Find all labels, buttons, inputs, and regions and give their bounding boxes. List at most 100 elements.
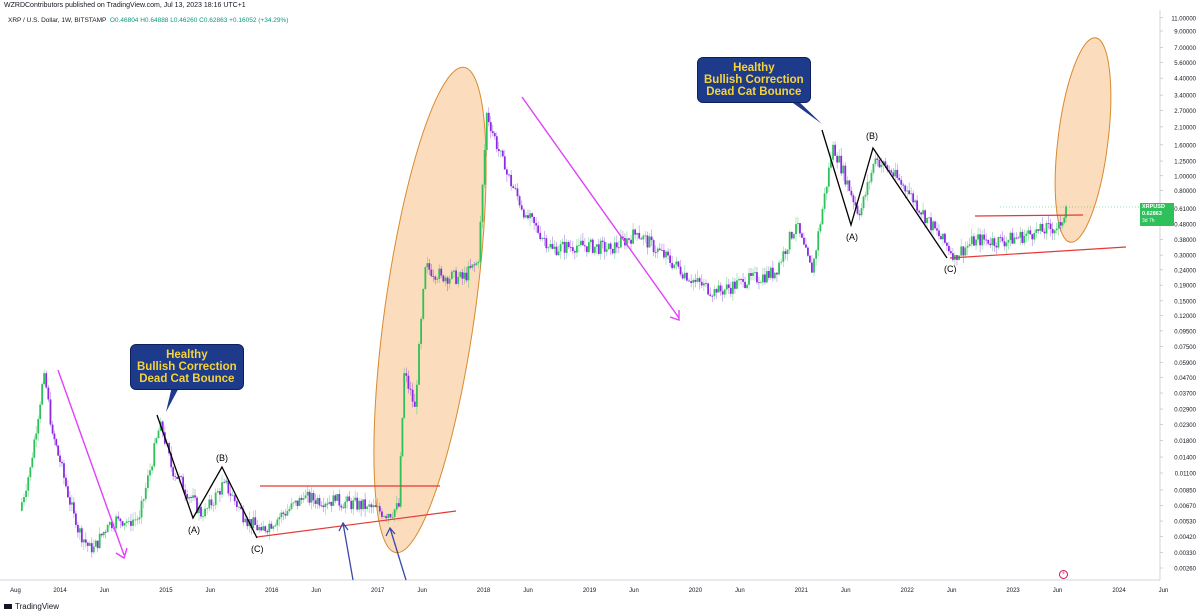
candle-body	[630, 239, 632, 244]
tradingview-logo[interactable]: TradingView	[4, 602, 59, 611]
candle-body	[908, 190, 911, 195]
candle-body	[1053, 230, 1056, 234]
candle-body	[736, 280, 738, 289]
candle-body	[632, 229, 634, 244]
candle-body	[533, 216, 536, 224]
candle-body	[960, 246, 963, 256]
candle-body	[975, 239, 977, 246]
candle-body	[936, 228, 938, 231]
candle-body	[485, 112, 488, 151]
candle-body	[23, 497, 25, 503]
candle-body	[65, 477, 67, 487]
candle-body	[176, 476, 179, 479]
candle-body	[300, 498, 303, 500]
candle-body	[326, 503, 329, 505]
candle-body	[61, 461, 63, 464]
candle-body	[278, 517, 281, 520]
candle-body	[985, 239, 988, 241]
price-tick-label: 0.80000	[1174, 189, 1196, 195]
candle-body	[246, 518, 249, 527]
brand-name: TradingView	[15, 602, 60, 611]
time-tick-label: Jun	[735, 588, 745, 594]
candle-body	[376, 506, 379, 507]
candle-body	[805, 244, 807, 248]
candle-body	[813, 258, 815, 273]
candle-body	[1043, 231, 1046, 234]
candle-body	[656, 248, 659, 253]
candle-body	[453, 270, 455, 272]
candle-body	[233, 495, 236, 502]
candle-body	[240, 506, 242, 510]
blue-arrow-2	[385, 526, 407, 581]
candle-body	[320, 505, 323, 507]
candle-body	[104, 531, 107, 533]
wave-label-b-2015: (B)	[216, 453, 228, 463]
candle-body	[644, 235, 647, 237]
candle-body	[385, 516, 388, 519]
candle-body	[997, 237, 1000, 248]
price-tag-countdown: 3d 7h	[1142, 218, 1155, 224]
candle-body	[208, 499, 211, 509]
candle-body	[324, 503, 327, 508]
candle-body	[330, 501, 333, 506]
candle-body	[387, 514, 390, 519]
candle-body	[1061, 222, 1064, 226]
candle-body	[535, 223, 538, 226]
event-marker-icon[interactable]: ⚡	[1059, 570, 1068, 579]
candle-body	[473, 264, 476, 266]
candle-body	[776, 272, 778, 275]
candle-body	[134, 519, 137, 521]
candle-body	[432, 276, 435, 277]
candle-body	[677, 261, 680, 267]
wave-label-a-2021: (A)	[846, 232, 858, 242]
candle-body	[801, 233, 803, 238]
candle-body	[819, 224, 822, 232]
candle-body	[914, 200, 917, 203]
candle-body	[80, 528, 83, 543]
time-tick-label: Jun	[523, 588, 533, 594]
candle-body	[924, 210, 926, 224]
candle-body	[100, 533, 103, 536]
candle-body	[734, 281, 736, 289]
candle-body	[541, 238, 544, 240]
candle-body	[90, 543, 93, 553]
candle-body	[979, 234, 982, 246]
candle-body	[471, 264, 474, 268]
price-tick-label: 0.00420	[1174, 535, 1196, 541]
candle-body	[428, 263, 431, 270]
time-axis[interactable]: Aug 2014 Jun 2015 Jun 2016 Jun 2017 Jun 2018 Jun 20…	[10, 588, 1168, 594]
candle-body	[930, 217, 932, 231]
candle-body	[1011, 232, 1014, 244]
candle-body	[123, 522, 126, 526]
candle-body	[276, 519, 279, 526]
time-tick-label: Jun	[417, 588, 427, 594]
price-tick-label: 0.12000	[1174, 314, 1196, 320]
candle-body	[59, 455, 61, 462]
candle-body	[219, 491, 221, 495]
candle-body	[262, 526, 265, 531]
candle-body	[553, 246, 556, 249]
candle-body	[210, 499, 213, 506]
candle-body	[491, 131, 494, 134]
candle-body	[1041, 224, 1044, 232]
candle-body	[797, 223, 799, 225]
price-tick-label: 1.60000	[1174, 143, 1196, 149]
candle-body	[92, 546, 95, 553]
candle-body	[910, 193, 913, 195]
candle-body	[1031, 234, 1034, 240]
candle-body	[204, 508, 206, 517]
candle-body	[292, 502, 295, 504]
price-axis[interactable]: 11.00000 9.00000 7.00000 5.60000 4.40000 3.40…	[1160, 16, 1197, 573]
candle-body	[389, 514, 392, 518]
candle-body	[628, 238, 630, 240]
candle-body	[597, 244, 600, 254]
candle-body	[518, 196, 521, 206]
candle-body	[742, 279, 744, 282]
candle-body	[803, 237, 805, 245]
time-tick-label: 2021	[795, 588, 809, 594]
candle-body	[516, 188, 519, 197]
candle-body	[403, 373, 406, 418]
symbol-name: XRP / U.S. Dollar, 1W, BITSTAMP	[8, 17, 107, 24]
candle-body	[780, 261, 783, 263]
